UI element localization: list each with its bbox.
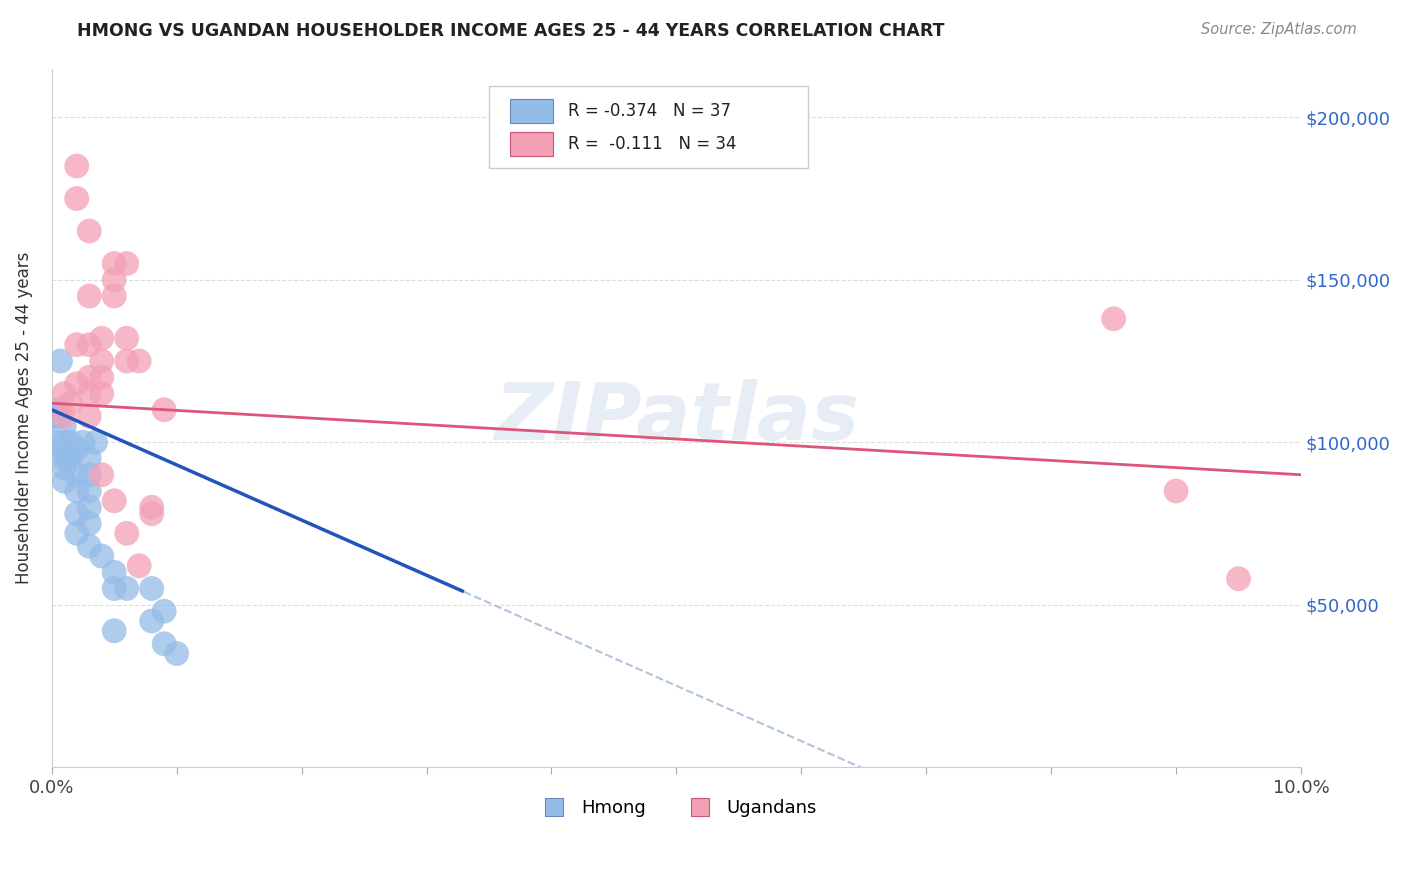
Point — [77, 467, 100, 482]
Point — [77, 224, 100, 238]
Point — [90, 467, 112, 482]
Point — [153, 402, 176, 417]
Point — [153, 604, 176, 618]
Bar — [510, 132, 553, 156]
Text: ZIPatlas: ZIPatlas — [494, 379, 859, 457]
Point — [66, 483, 89, 498]
Point — [53, 435, 76, 450]
Point — [77, 338, 100, 352]
Point — [115, 354, 138, 368]
Point — [77, 483, 100, 498]
Point — [77, 370, 100, 384]
Point — [72, 435, 94, 450]
Point — [103, 273, 125, 287]
Point — [166, 647, 188, 661]
Point — [77, 500, 100, 515]
Point — [115, 582, 138, 596]
Point — [103, 582, 125, 596]
Point — [84, 435, 107, 450]
Point — [90, 370, 112, 384]
Point — [90, 386, 112, 401]
Point — [90, 331, 112, 345]
FancyBboxPatch shape — [489, 86, 807, 169]
Point — [59, 451, 82, 466]
Point — [59, 435, 82, 450]
Legend: Hmong, Ugandans: Hmong, Ugandans — [529, 792, 824, 824]
Point — [115, 256, 138, 270]
Text: HMONG VS UGANDAN HOUSEHOLDER INCOME AGES 25 - 44 YEARS CORRELATION CHART: HMONG VS UGANDAN HOUSEHOLDER INCOME AGES… — [77, 22, 945, 40]
Point — [55, 451, 77, 466]
Point — [44, 435, 66, 450]
Point — [103, 493, 125, 508]
Point — [77, 409, 100, 424]
Point — [77, 451, 100, 466]
Text: R = -0.374   N = 37: R = -0.374 N = 37 — [568, 102, 731, 120]
Point — [53, 386, 76, 401]
Point — [77, 386, 100, 401]
Point — [90, 354, 112, 368]
Point — [77, 516, 100, 531]
Point — [77, 539, 100, 553]
Bar — [510, 98, 553, 123]
Y-axis label: Householder Income Ages 25 - 44 years: Householder Income Ages 25 - 44 years — [15, 252, 32, 584]
Point — [128, 354, 150, 368]
Point — [66, 159, 89, 173]
Point — [77, 289, 100, 303]
Point — [103, 289, 125, 303]
Point — [66, 526, 89, 541]
Point — [59, 396, 82, 410]
Point — [141, 582, 163, 596]
Point — [1164, 483, 1187, 498]
Point — [90, 549, 112, 563]
Point — [141, 507, 163, 521]
Point — [115, 331, 138, 345]
Point — [141, 500, 163, 515]
Point — [103, 256, 125, 270]
Point — [141, 614, 163, 628]
Point — [53, 445, 76, 459]
Point — [66, 467, 89, 482]
Point — [66, 442, 89, 456]
Point — [103, 566, 125, 580]
Point — [115, 526, 138, 541]
Point — [1102, 311, 1125, 326]
Point — [53, 451, 76, 466]
Point — [44, 409, 66, 424]
Point — [66, 507, 89, 521]
Point — [1227, 572, 1250, 586]
Point — [66, 338, 89, 352]
Point — [66, 376, 89, 391]
Point — [46, 409, 69, 424]
Point — [53, 475, 76, 489]
Text: Source: ZipAtlas.com: Source: ZipAtlas.com — [1201, 22, 1357, 37]
Point — [53, 419, 76, 434]
Point — [153, 637, 176, 651]
Point — [128, 558, 150, 573]
Point — [66, 192, 89, 206]
Point — [103, 624, 125, 638]
Point — [49, 354, 72, 368]
Point — [53, 409, 76, 424]
Point — [46, 402, 69, 417]
Text: R =  -0.111   N = 34: R = -0.111 N = 34 — [568, 135, 737, 153]
Point — [53, 461, 76, 475]
